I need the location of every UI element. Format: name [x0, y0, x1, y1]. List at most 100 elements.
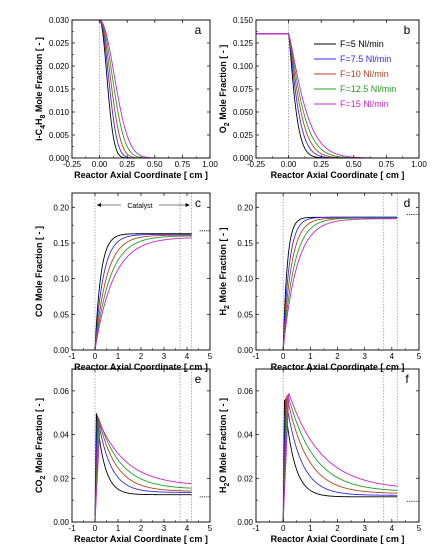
x-tick-label: -1 [68, 524, 76, 533]
x-tick-label: 4 [390, 352, 395, 361]
x-tick-label: 0 [93, 524, 98, 533]
panel-d: -1 0 1 2 3 4 5 0.00 0.05 0.10 0.15 0.20 Reactor Axia… [218, 192, 422, 372]
x-tick-label: -0.25 [247, 160, 266, 169]
series-line-4 [256, 33, 419, 159]
x-tick-label: 5 [208, 352, 213, 361]
panel-e: -1 0 1 2 3 4 5 0.00 0.02 0.04 0.06 Reactor Axial Co… [34, 368, 213, 544]
x-tick-label: 1 [308, 524, 313, 533]
series-line-1 [94, 413, 192, 523]
panel-letter: a [195, 23, 202, 37]
plot-frame [71, 368, 211, 523]
y-tick-label: 0.00 [53, 346, 69, 355]
x-tick-label: 2 [139, 352, 144, 361]
y-axis-label: CO2 Mole Fraction [ - ] [34, 398, 47, 493]
series-line-2 [72, 19, 210, 159]
x-tick-label: 4 [390, 524, 395, 533]
y-tick-label: 0.15 [237, 239, 253, 248]
x-tick-label: 0.50 [346, 160, 362, 169]
x-tick-label: 1.00 [411, 160, 427, 169]
x-tick-label: 4 [185, 352, 190, 361]
x-axis-label: Reactor Axial Coordinate [ cm ] [74, 362, 208, 372]
panel-letter: e [195, 372, 202, 386]
series-line-5 [256, 33, 419, 159]
x-axis-label: Reactor Axial Coordinate [ cm ] [74, 170, 208, 180]
series-line-1 [282, 399, 398, 522]
series-line-5 [94, 422, 192, 523]
series-line-1 [94, 233, 192, 351]
series-line-2 [282, 397, 398, 522]
panel-letter: b [404, 23, 411, 37]
legend-label: F=10 Nl/min [340, 69, 389, 79]
y-tick-label: 0.15 [53, 239, 69, 248]
y-tick-label: 0.05 [237, 310, 253, 319]
y-tick-label: 0.10 [53, 275, 69, 284]
x-tick-label: 0.00 [281, 160, 297, 169]
x-tick-label: 1 [308, 352, 313, 361]
x-tick-label: 3 [362, 352, 367, 361]
y-tick-label: 0.00 [53, 518, 69, 527]
plot-frame [255, 368, 420, 523]
x-tick-label: 5 [417, 352, 422, 361]
y-axis-label: CO Mole Fraction [ - ] [34, 226, 44, 317]
panel-letter: d [404, 196, 411, 210]
y-tick-label: 0.025 [49, 39, 70, 48]
y-tick-label: 0.050 [233, 108, 254, 117]
plot-frame [71, 192, 211, 351]
y-axis-label: H2O Mole Fraction [ - ] [218, 398, 231, 493]
series-line-4 [72, 19, 210, 159]
y-tick-label: 0.150 [233, 16, 254, 25]
x-tick-label: 5 [208, 524, 213, 533]
legend-label: F=12.5 Nl/min [340, 84, 396, 94]
y-tick-label: 0.125 [233, 39, 254, 48]
y-tick-label: 0.015 [49, 85, 70, 94]
x-tick-label: -1 [252, 524, 260, 533]
y-tick-label: 0.04 [237, 431, 253, 440]
series-line-4 [94, 418, 192, 523]
plot-frame [71, 19, 211, 159]
catalyst-label: Catalyst [127, 203, 152, 210]
x-tick-label: -1 [68, 352, 76, 361]
x-tick-label: 4 [185, 524, 190, 533]
x-axis-label: Reactor Axial Coordinate [ cm ] [74, 534, 208, 544]
y-tick-label: 0.20 [53, 203, 69, 212]
series-line-5 [282, 218, 398, 351]
y-tick-label: 0.030 [49, 16, 70, 25]
series-line-3 [72, 19, 210, 159]
series-line-2 [256, 33, 419, 159]
x-tick-label: 1 [116, 352, 121, 361]
catalyst-arrowhead-left [97, 203, 101, 207]
x-tick-label: 3 [362, 524, 367, 533]
legend-label: F=15 Nl/min [340, 99, 389, 109]
x-tick-label: 0.25 [313, 160, 329, 169]
x-tick-label: 0 [93, 352, 98, 361]
y-tick-label: 0.020 [49, 62, 70, 71]
series-line-5 [282, 392, 398, 522]
series-line-4 [94, 235, 192, 351]
series-line-5 [94, 237, 192, 351]
x-axis-label: Reactor Axial Coordinate [ cm ] [271, 362, 405, 372]
y-tick-label: 0.025 [233, 131, 254, 140]
y-tick-label: 0.000 [49, 154, 70, 163]
panel-letter: c [195, 196, 201, 210]
x-tick-label: 5 [417, 524, 422, 533]
y-tick-label: 0.000 [233, 154, 254, 163]
x-tick-label: 2 [335, 352, 340, 361]
series-line-5 [72, 19, 210, 159]
x-tick-label: 0 [281, 352, 286, 361]
series-line-2 [94, 233, 192, 351]
x-tick-label: 0.75 [175, 160, 191, 169]
x-axis-label: Reactor Axial Coordinate [ cm ] [271, 534, 405, 544]
x-tick-label: 0.50 [147, 160, 163, 169]
x-axis-label: Reactor Axial Coordinate [ cm ] [271, 170, 405, 180]
series-line-2 [282, 216, 398, 350]
y-tick-label: 0.02 [53, 474, 69, 483]
x-tick-label: -0.25 [63, 160, 82, 169]
legend-label: F=7.5 Nl/min [340, 54, 391, 64]
y-tick-label: 0.00 [237, 518, 253, 527]
series-line-3 [256, 33, 419, 159]
x-tick-label: -1 [252, 352, 260, 361]
x-tick-label: 0.00 [92, 160, 108, 169]
x-tick-label: 2 [139, 524, 144, 533]
y-tick-label: 0.005 [49, 131, 70, 140]
series-line-3 [94, 234, 192, 351]
